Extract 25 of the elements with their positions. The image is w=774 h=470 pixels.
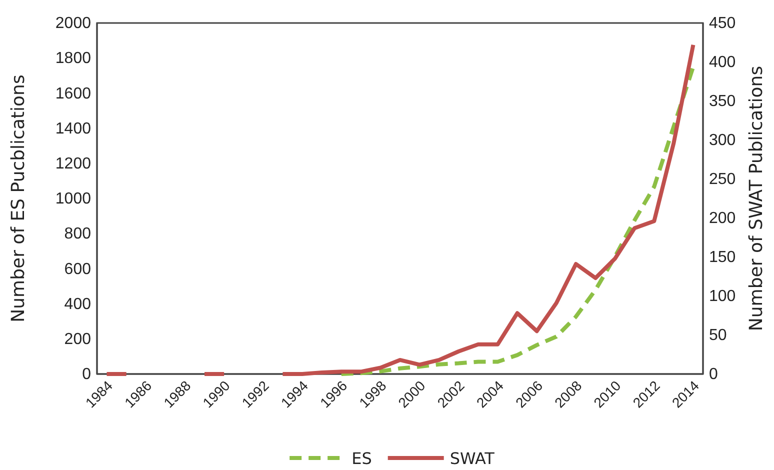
y-tick-label: 1200 <box>55 156 92 173</box>
y2-tick-label: 150 <box>709 249 736 266</box>
y-tick-label: 1600 <box>55 85 92 102</box>
y-tick-label: 1400 <box>55 120 92 138</box>
y-tick-label: 600 <box>64 260 92 278</box>
y-tick-label: 800 <box>64 226 92 243</box>
y2-tick-label: 350 <box>709 93 736 110</box>
y-tick-label: 400 <box>64 296 92 313</box>
y-tick-label: 1800 <box>55 50 92 68</box>
y-tick-label: 0 <box>82 366 92 384</box>
legend-label: ES <box>352 449 372 468</box>
y2-axis-title: Number of SWAT Publications <box>746 66 767 332</box>
y-tick-label: 200 <box>64 331 92 348</box>
y-tick-label: 1000 <box>55 190 92 208</box>
y2-tick-label: 400 <box>709 54 736 72</box>
y2-tick-label: 250 <box>709 171 736 188</box>
y-tick-label: 2000 <box>55 15 92 32</box>
y2-tick-label: 0 <box>709 366 718 384</box>
y2-tick-label: 300 <box>709 132 736 150</box>
y2-tick-label: 100 <box>709 288 736 306</box>
y-axis-title: Number of ES Pucblications <box>8 74 29 322</box>
y2-tick-label: 50 <box>709 327 727 344</box>
legend-label: SWAT <box>450 449 495 468</box>
y2-tick-label: 450 <box>709 15 736 32</box>
y2-tick-label: 200 <box>709 210 736 228</box>
